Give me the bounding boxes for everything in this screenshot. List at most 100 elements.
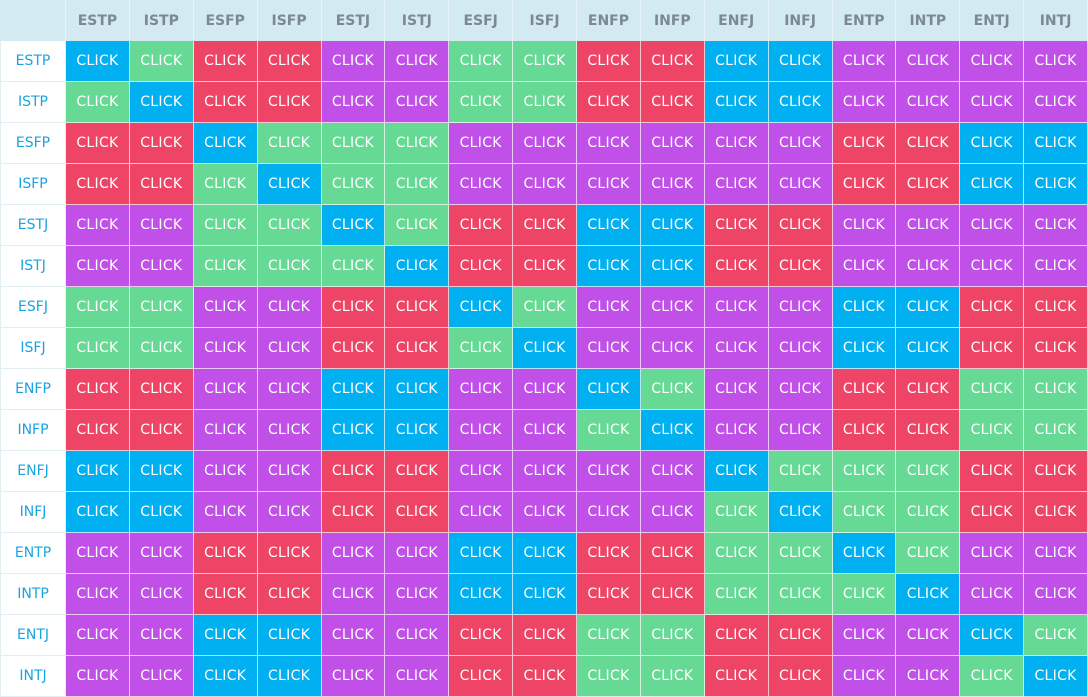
click-cell[interactable]: CLICK xyxy=(66,205,130,246)
click-cell[interactable]: CLICK xyxy=(385,369,450,410)
click-cell[interactable]: CLICK xyxy=(768,41,833,82)
click-cell[interactable]: CLICK xyxy=(66,123,130,164)
click-cell[interactable]: CLICK xyxy=(832,451,897,492)
click-cell[interactable]: CLICK xyxy=(704,123,769,164)
click-cell[interactable]: CLICK xyxy=(66,656,130,697)
click-cell[interactable]: CLICK xyxy=(513,246,577,287)
click-cell[interactable]: CLICK xyxy=(193,123,258,164)
click-cell[interactable]: CLICK xyxy=(704,574,769,615)
click-cell[interactable]: CLICK xyxy=(832,574,897,615)
click-cell[interactable]: CLICK xyxy=(257,82,322,123)
click-cell[interactable]: CLICK xyxy=(257,328,322,369)
click-cell[interactable]: CLICK xyxy=(640,410,705,451)
click-cell[interactable]: CLICK xyxy=(321,615,386,656)
click-cell[interactable]: CLICK xyxy=(385,41,450,82)
click-cell[interactable]: CLICK xyxy=(66,246,130,287)
click-cell[interactable]: CLICK xyxy=(321,205,386,246)
click-cell[interactable]: CLICK xyxy=(960,656,1025,697)
click-cell[interactable]: CLICK xyxy=(449,41,514,82)
click-cell[interactable]: CLICK xyxy=(832,656,897,697)
click-cell[interactable]: CLICK xyxy=(193,328,258,369)
click-cell[interactable]: CLICK xyxy=(449,451,514,492)
click-cell[interactable]: CLICK xyxy=(513,41,577,82)
click-cell[interactable]: CLICK xyxy=(66,574,130,615)
click-cell[interactable]: CLICK xyxy=(960,369,1025,410)
click-cell[interactable]: CLICK xyxy=(385,615,450,656)
click-cell[interactable]: CLICK xyxy=(577,246,641,287)
click-cell[interactable]: CLICK xyxy=(66,41,130,82)
click-cell[interactable]: CLICK xyxy=(1024,328,1088,369)
click-cell[interactable]: CLICK xyxy=(129,328,194,369)
click-cell[interactable]: CLICK xyxy=(1024,246,1088,287)
click-cell[interactable]: CLICK xyxy=(385,328,450,369)
click-cell[interactable]: CLICK xyxy=(704,615,769,656)
click-cell[interactable]: CLICK xyxy=(1024,205,1088,246)
click-cell[interactable]: CLICK xyxy=(193,164,258,205)
click-cell[interactable]: CLICK xyxy=(1024,574,1088,615)
click-cell[interactable]: CLICK xyxy=(832,246,897,287)
click-cell[interactable]: CLICK xyxy=(577,615,641,656)
click-cell[interactable]: CLICK xyxy=(321,656,386,697)
click-cell[interactable]: CLICK xyxy=(640,574,705,615)
click-cell[interactable]: CLICK xyxy=(768,123,833,164)
click-cell[interactable]: CLICK xyxy=(321,164,386,205)
click-cell[interactable]: CLICK xyxy=(449,410,514,451)
click-cell[interactable]: CLICK xyxy=(257,246,322,287)
click-cell[interactable]: CLICK xyxy=(257,451,322,492)
click-cell[interactable]: CLICK xyxy=(513,492,577,533)
click-cell[interactable]: CLICK xyxy=(449,246,514,287)
click-cell[interactable]: CLICK xyxy=(704,82,769,123)
click-cell[interactable]: CLICK xyxy=(577,451,641,492)
click-cell[interactable]: CLICK xyxy=(896,82,961,123)
click-cell[interactable]: CLICK xyxy=(640,615,705,656)
click-cell[interactable]: CLICK xyxy=(896,574,961,615)
click-cell[interactable]: CLICK xyxy=(768,205,833,246)
click-cell[interactable]: CLICK xyxy=(640,492,705,533)
click-cell[interactable]: CLICK xyxy=(960,82,1025,123)
click-cell[interactable]: CLICK xyxy=(321,123,386,164)
click-cell[interactable]: CLICK xyxy=(513,451,577,492)
click-cell[interactable]: CLICK xyxy=(66,82,130,123)
click-cell[interactable]: CLICK xyxy=(321,287,386,328)
click-cell[interactable]: CLICK xyxy=(321,451,386,492)
click-cell[interactable]: CLICK xyxy=(385,287,450,328)
click-cell[interactable]: CLICK xyxy=(832,492,897,533)
click-cell[interactable]: CLICK xyxy=(129,451,194,492)
click-cell[interactable]: CLICK xyxy=(704,533,769,574)
click-cell[interactable]: CLICK xyxy=(385,246,450,287)
click-cell[interactable]: CLICK xyxy=(577,492,641,533)
click-cell[interactable]: CLICK xyxy=(193,246,258,287)
click-cell[interactable]: CLICK xyxy=(577,574,641,615)
click-cell[interactable]: CLICK xyxy=(640,246,705,287)
click-cell[interactable]: CLICK xyxy=(513,410,577,451)
click-cell[interactable]: CLICK xyxy=(449,164,514,205)
click-cell[interactable]: CLICK xyxy=(1024,451,1088,492)
click-cell[interactable]: CLICK xyxy=(640,656,705,697)
click-cell[interactable]: CLICK xyxy=(193,451,258,492)
click-cell[interactable]: CLICK xyxy=(257,574,322,615)
click-cell[interactable]: CLICK xyxy=(1024,82,1088,123)
click-cell[interactable]: CLICK xyxy=(640,328,705,369)
click-cell[interactable]: CLICK xyxy=(640,451,705,492)
click-cell[interactable]: CLICK xyxy=(385,451,450,492)
click-cell[interactable]: CLICK xyxy=(896,492,961,533)
click-cell[interactable]: CLICK xyxy=(193,533,258,574)
click-cell[interactable]: CLICK xyxy=(129,287,194,328)
click-cell[interactable]: CLICK xyxy=(66,369,130,410)
click-cell[interactable]: CLICK xyxy=(896,451,961,492)
click-cell[interactable]: CLICK xyxy=(513,533,577,574)
click-cell[interactable]: CLICK xyxy=(960,328,1025,369)
click-cell[interactable]: CLICK xyxy=(513,82,577,123)
click-cell[interactable]: CLICK xyxy=(1024,533,1088,574)
click-cell[interactable]: CLICK xyxy=(449,369,514,410)
click-cell[interactable]: CLICK xyxy=(449,533,514,574)
click-cell[interactable]: CLICK xyxy=(832,205,897,246)
click-cell[interactable]: CLICK xyxy=(513,328,577,369)
click-cell[interactable]: CLICK xyxy=(640,164,705,205)
click-cell[interactable]: CLICK xyxy=(577,164,641,205)
click-cell[interactable]: CLICK xyxy=(832,369,897,410)
click-cell[interactable]: CLICK xyxy=(1024,41,1088,82)
click-cell[interactable]: CLICK xyxy=(257,492,322,533)
click-cell[interactable]: CLICK xyxy=(513,205,577,246)
click-cell[interactable]: CLICK xyxy=(577,82,641,123)
